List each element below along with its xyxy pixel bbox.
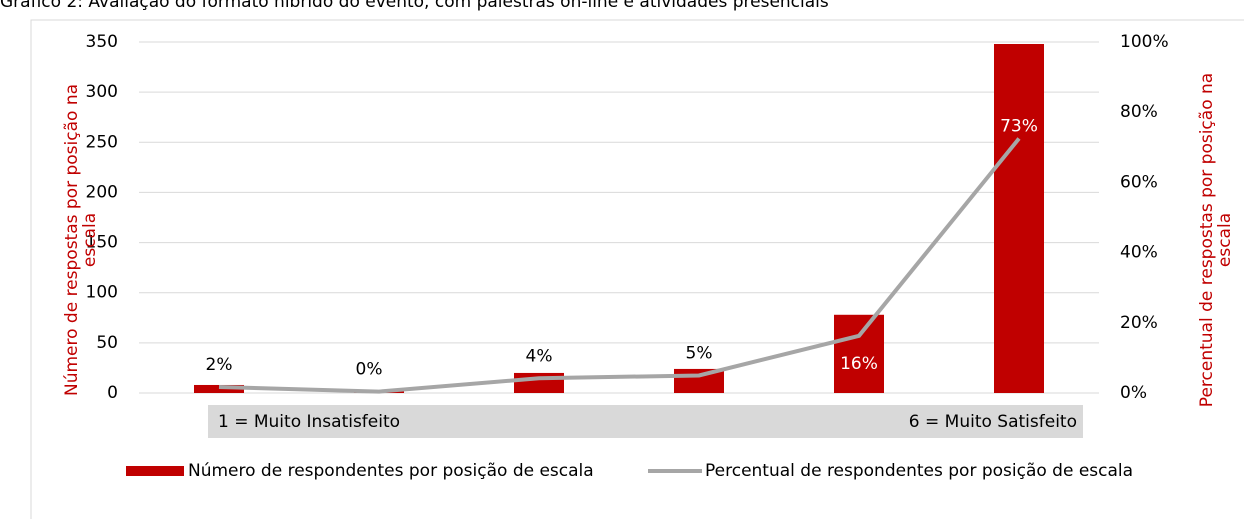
axis-title: Número de respostas por posição naescala [62, 84, 100, 396]
y-tick-label: 100 [86, 283, 118, 303]
axis-title-line: Percentual de respostas por posição na [1197, 73, 1217, 407]
data-label: 73% [1000, 117, 1038, 137]
axis-title-line: Número de respostas por posição na [62, 84, 82, 396]
annotation: 6 = Muito Satisfeito [909, 412, 1077, 432]
bar [994, 44, 1044, 394]
y2-tick-label: 100% [1120, 32, 1169, 52]
axis-title: Percentual de respostas por posição naes… [1197, 73, 1235, 407]
y2-tick-label: 80% [1120, 102, 1158, 122]
data-label: 5% [686, 343, 713, 363]
data-label: 4% [526, 346, 553, 366]
data-label: 16% [840, 354, 878, 374]
y-tick-label: 250 [86, 132, 118, 152]
y-tick-label: 350 [86, 32, 118, 52]
data-label: 2% [206, 355, 233, 375]
legend-label: Percentual de respondentes por posição d… [705, 461, 1133, 481]
legend-label: Número de respondentes por posição de es… [188, 461, 594, 481]
y2-tick-label: 0% [1120, 383, 1147, 403]
y-tick-label: 0 [107, 383, 118, 403]
y2-tick-label: 40% [1120, 243, 1158, 263]
y-tick-label: 150 [86, 233, 118, 253]
chart-title: Gráfico 2: Avaliação do formato híbrido … [0, 0, 829, 12]
bar [834, 314, 884, 393]
legend-swatch [126, 466, 184, 476]
line [218, 137, 1021, 394]
axis-title-line: escala [80, 213, 100, 267]
axis-title-line: escala [1215, 213, 1235, 267]
y-tick-label: 50 [96, 333, 118, 353]
data-label: 0% [356, 360, 383, 380]
scale-band [208, 405, 1083, 438]
y-tick-label: 200 [86, 182, 118, 202]
y-tick-label: 300 [86, 82, 118, 102]
y2-tick-label: 20% [1120, 313, 1158, 333]
annotation: 1 = Muito Insatisfeito [218, 412, 400, 432]
chart-frame [30, 19, 1244, 519]
y2-tick-label: 60% [1120, 172, 1158, 192]
